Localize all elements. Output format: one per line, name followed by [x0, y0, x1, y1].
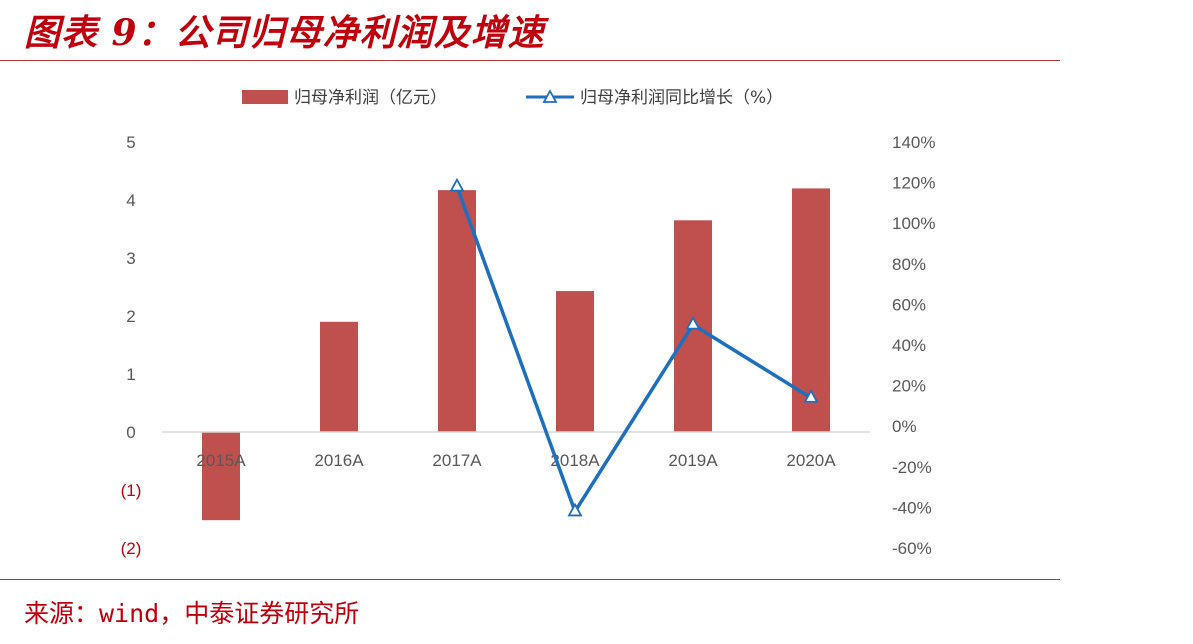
- right-tick-label: 20%: [892, 377, 926, 396]
- bar-series: [202, 188, 830, 521]
- right-tick-label: 40%: [892, 336, 926, 355]
- left-axis: (2) (1) 0 1 2 3 4 5: [121, 133, 142, 558]
- growth-point-marker: [685, 315, 701, 330]
- right-tick-label: 140%: [892, 133, 935, 152]
- x-tick-label: 2017A: [432, 451, 482, 470]
- bar-2017A: [438, 190, 476, 432]
- growth-line: [455, 186, 812, 516]
- x-tick-label: 2019A: [668, 451, 718, 470]
- legend-line-label: 归母净利润同比增长（%）: [580, 88, 783, 108]
- right-tick-label: 80%: [892, 255, 926, 274]
- left-tick-label: 3: [126, 249, 135, 268]
- chart-area: 归母净利润（亿元） 归母净利润同比增长（%） (2) (1) 0 1 2 3 4 5 -60%…: [121, 88, 936, 558]
- growth-line-series: [449, 177, 819, 517]
- x-tick-label: 2020A: [786, 451, 836, 470]
- x-tick-label: 2018A: [550, 451, 600, 470]
- right-tick-label: -40%: [892, 498, 932, 517]
- chart-legend: 归母净利润（亿元） 归母净利润同比增长（%）: [242, 88, 783, 108]
- growth-point-marker: [567, 502, 583, 517]
- bar-2016A: [320, 321, 358, 432]
- title-rule: [0, 60, 1060, 61]
- left-tick-label: (1): [121, 481, 142, 500]
- right-tick-label: -60%: [892, 539, 932, 558]
- source-rule: [0, 579, 1060, 580]
- right-tick-label: 100%: [892, 214, 935, 233]
- bar-2018A: [556, 291, 594, 432]
- x-tick-label: 2016A: [314, 451, 364, 470]
- right-tick-label: 120%: [892, 174, 935, 193]
- legend-bar-swatch: [242, 90, 288, 104]
- right-tick-label: 60%: [892, 295, 926, 314]
- x-tick-label: 2015A: [196, 451, 246, 470]
- left-tick-label: 0: [126, 423, 135, 442]
- bar-2015A: [202, 432, 240, 521]
- legend-triangle-marker-icon: [542, 89, 558, 103]
- right-tick-label: 0%: [892, 417, 917, 436]
- left-tick-label: (2): [121, 539, 142, 558]
- legend-bar-label: 归母净利润（亿元）: [294, 88, 447, 108]
- left-tick-label: 4: [126, 191, 135, 210]
- growth-point-marker: [449, 177, 465, 192]
- right-tick-label: -20%: [892, 458, 932, 477]
- left-tick-label: 2: [126, 307, 135, 326]
- right-axis: -60% -40% -20% 0% 20% 40% 60% 80% 100% 120% 140%: [892, 133, 935, 558]
- source-note: 来源：wind，中泰证券研究所: [24, 599, 360, 628]
- figure-title: 图表 9：公司归母净利润及增速: [24, 12, 545, 54]
- left-tick-label: 5: [126, 133, 135, 152]
- category-axis: 2015A 2016A 2017A 2018A 2019A 2020A: [196, 451, 836, 470]
- growth-point-marker: [803, 388, 819, 403]
- left-tick-label: 1: [126, 365, 135, 384]
